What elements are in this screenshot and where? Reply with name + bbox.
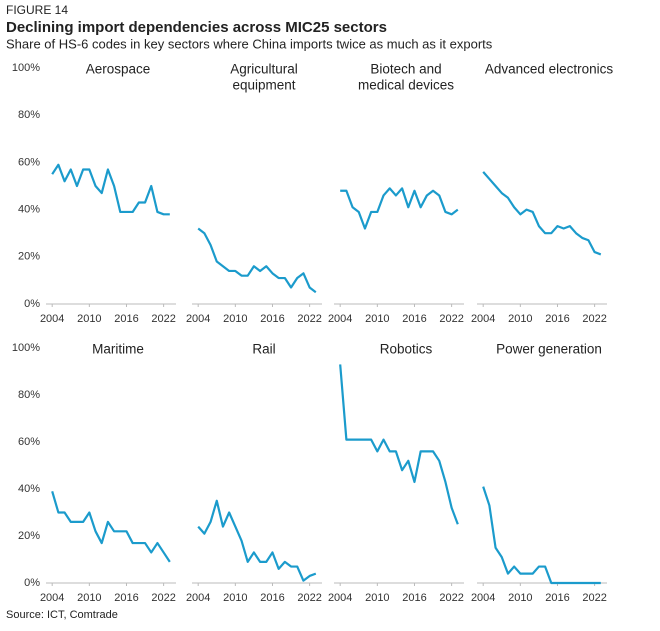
x-tick-label: 2010 [77,592,101,604]
x-tick-label: 2004 [40,592,64,604]
x-tick-label: 2022 [151,313,175,325]
y-tick-label: 40% [18,204,40,216]
x-tick-label: 2022 [582,592,606,604]
x-tick-label: 2016 [114,313,138,325]
figure-label: FIGURE 14 [6,3,68,17]
y-tick-label: 80% [18,109,40,121]
x-tick-label: 2022 [582,313,606,325]
data-line [197,227,317,294]
x-tick-label: 2010 [223,313,247,325]
y-tick-label: 0% [24,298,40,310]
panel-title: Robotics [380,342,433,357]
data-line [339,364,459,525]
y-tick-label: 100% [12,62,40,74]
x-tick-label: 2016 [260,592,284,604]
x-tick-label: 2004 [471,313,495,325]
panel-title: equipment [232,78,295,93]
x-tick-label: 2010 [508,592,532,604]
data-line [51,491,171,563]
x-tick-label: 2010 [223,592,247,604]
x-tick-label: 2016 [402,313,426,325]
data-line [197,499,317,582]
x-tick-label: 2004 [186,313,210,325]
x-tick-label: 2004 [40,313,64,325]
x-tick-label: 2010 [77,313,101,325]
y-tick-label: 0% [24,577,40,589]
x-tick-label: 2016 [545,592,569,604]
x-tick-label: 2022 [439,592,463,604]
y-tick-label: 60% [18,436,40,448]
x-tick-label: 2010 [508,313,532,325]
y-tick-label: 100% [12,342,40,354]
panel-title: Maritime [92,342,144,357]
panel-title: Rail [252,342,275,357]
x-tick-label: 2004 [328,313,352,325]
x-tick-label: 2010 [365,313,389,325]
x-tick-label: 2022 [297,313,321,325]
x-tick-label: 2004 [471,592,495,604]
y-tick-label: 40% [18,483,40,495]
x-tick-label: 2004 [328,592,352,604]
x-tick-label: 2016 [545,313,569,325]
y-tick-label: 80% [18,389,40,401]
panel-title: Advanced electronics [485,62,614,77]
panel-title: Power generation [496,342,602,357]
y-tick-label: 20% [18,251,40,263]
panel-title: Agricultural [230,62,298,77]
figure-title: Declining import dependencies across MIC… [6,19,387,36]
figure-subtitle: Share of HS-6 codes in key sectors where… [6,36,493,51]
x-tick-label: 2016 [260,313,284,325]
data-line [340,187,459,230]
source-note: Source: ICT, Comtrade [6,609,118,621]
x-tick-label: 2016 [402,592,426,604]
x-tick-label: 2016 [114,592,138,604]
x-tick-label: 2022 [297,592,321,604]
panel-title: Aerospace [86,62,151,77]
data-line [482,486,601,585]
panel-title: Biotech and [370,62,441,77]
x-tick-label: 2010 [365,592,389,604]
data-line [51,163,170,216]
x-tick-label: 2022 [151,592,175,604]
y-tick-label: 60% [18,156,40,168]
y-tick-label: 20% [18,530,40,542]
data-line [482,171,602,256]
x-tick-label: 2022 [439,313,463,325]
x-tick-label: 2004 [186,592,210,604]
panel-title: medical devices [358,78,454,93]
